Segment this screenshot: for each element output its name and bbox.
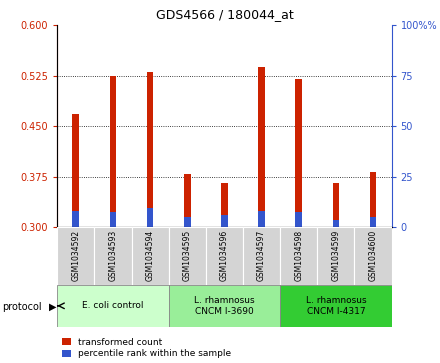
Bar xyxy=(73,211,79,227)
Bar xyxy=(280,227,317,285)
Text: GSM1034593: GSM1034593 xyxy=(108,230,117,281)
Title: GDS4566 / 180044_at: GDS4566 / 180044_at xyxy=(155,8,293,21)
Text: protocol: protocol xyxy=(2,302,42,312)
Bar xyxy=(132,227,169,285)
Bar xyxy=(147,72,154,227)
Legend: transformed count, percentile rank within the sample: transformed count, percentile rank withi… xyxy=(62,338,231,359)
Text: ▶: ▶ xyxy=(49,302,57,312)
Bar xyxy=(258,211,265,227)
Text: GSM1034594: GSM1034594 xyxy=(146,230,154,281)
Bar xyxy=(280,285,392,327)
Text: GSM1034597: GSM1034597 xyxy=(257,230,266,281)
Bar xyxy=(184,217,191,227)
Text: L. rhamnosus
CNCM I-4317: L. rhamnosus CNCM I-4317 xyxy=(305,296,366,315)
Bar xyxy=(169,227,206,285)
Bar xyxy=(147,208,154,227)
Bar xyxy=(370,172,376,227)
Bar xyxy=(221,183,228,227)
Text: GSM1034596: GSM1034596 xyxy=(220,230,229,281)
Bar xyxy=(317,227,355,285)
Bar xyxy=(57,285,169,327)
Text: GSM1034598: GSM1034598 xyxy=(294,230,303,281)
Bar xyxy=(258,67,265,227)
Bar xyxy=(295,212,302,227)
Text: GSM1034592: GSM1034592 xyxy=(71,230,80,281)
Text: E. coli control: E. coli control xyxy=(82,301,144,310)
Text: L. rhamnosus
CNCM I-3690: L. rhamnosus CNCM I-3690 xyxy=(194,296,255,315)
Bar xyxy=(333,183,339,227)
Bar xyxy=(184,175,191,227)
Bar xyxy=(355,227,392,285)
Bar xyxy=(333,220,339,227)
Bar xyxy=(169,285,280,327)
Bar xyxy=(243,227,280,285)
Bar xyxy=(110,76,116,227)
Text: GSM1034599: GSM1034599 xyxy=(331,230,341,281)
Bar xyxy=(94,227,132,285)
Bar xyxy=(110,212,116,227)
Bar xyxy=(206,227,243,285)
Text: GSM1034600: GSM1034600 xyxy=(369,230,378,281)
Bar xyxy=(57,227,94,285)
Text: GSM1034595: GSM1034595 xyxy=(183,230,192,281)
Bar xyxy=(221,216,228,227)
Bar xyxy=(73,114,79,227)
Bar xyxy=(370,217,376,227)
Bar xyxy=(295,79,302,227)
